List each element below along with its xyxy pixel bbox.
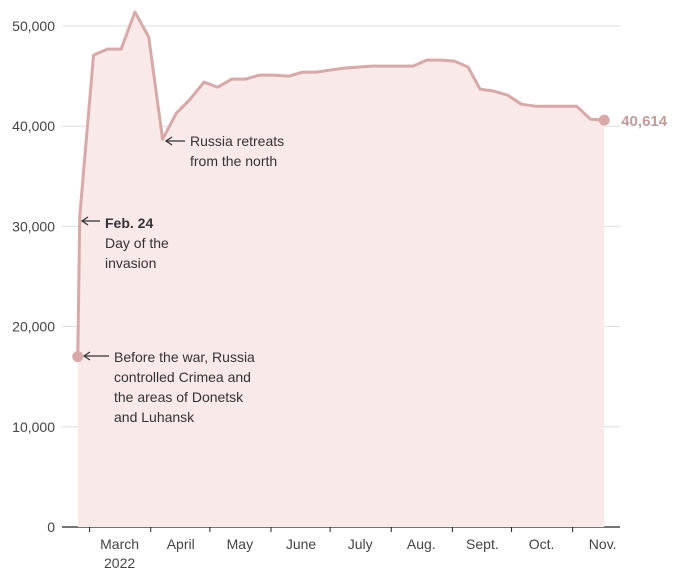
arrow-head [80,216,89,226]
x-tick-label: March [100,536,139,552]
arrow-head [82,351,91,361]
line [76,10,605,357]
point [598,114,610,126]
annotation-text: Before the war, Russia [114,349,255,365]
y-tick-label: 10,000 [12,419,55,435]
x-year-label: 2022 [104,555,135,571]
x-tick-label: May [227,536,253,552]
annotation-text: Russia retreats [190,133,284,149]
y-tick-label: 20,000 [12,319,55,335]
annotation-text: Day of the [105,235,169,251]
value-label: 40,614 [621,113,668,130]
x-tick-label: July [348,536,373,552]
annotation-text: and Luhansk [114,409,195,425]
x-tick-label: Sept. [466,536,499,552]
y-tick-label: 30,000 [12,218,55,234]
annotation-title: Feb. 24 [105,215,153,231]
y-tick-label: 0 [47,519,55,535]
point [72,351,84,363]
annotation-text: controlled Crimea and [114,369,251,385]
x-tick-label: April [167,536,195,552]
x-tick-label: Oct. [529,536,555,552]
y-tick-label: 50,000 [12,18,55,34]
x-tick-label: Nov. [589,536,617,552]
annotation-text: invasion [105,255,156,271]
area [77,12,605,528]
x-tick-label: Aug. [407,536,436,552]
annotation-text: from the north [190,153,277,169]
x-tick-label: June [286,536,317,552]
y-tick-label: 40,000 [12,118,55,134]
arrow-head [164,136,173,146]
annotation-text: the areas of Donetsk [114,389,244,405]
